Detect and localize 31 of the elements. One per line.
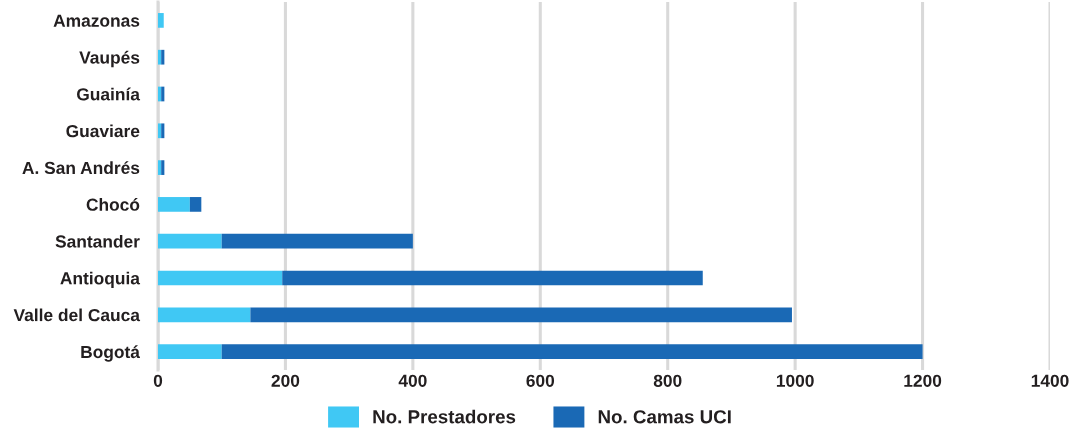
y-tick-label: Guaviare [66, 124, 140, 138]
bar [158, 344, 222, 359]
bar [158, 13, 164, 28]
y-tick-label: Santander [55, 234, 140, 248]
bar [189, 197, 202, 212]
y-tick-label: Bogotá [81, 345, 140, 362]
y-tick-label: Amazonas [53, 14, 140, 27]
y-tick-label: Antioquia [60, 271, 141, 288]
legend-label: No. Prestadores [373, 409, 516, 424]
bar [158, 233, 222, 249]
x-tick-label: 200 [271, 374, 300, 387]
bar [158, 307, 251, 323]
y-tick-label: Guainía [76, 87, 141, 101]
x-tick-label: 1000 [776, 374, 814, 387]
x-tick-label: 400 [398, 374, 427, 387]
x-tick-label: 0 [153, 374, 163, 387]
x-tick-label: 800 [653, 374, 682, 387]
x-tick-label: 1200 [904, 374, 942, 387]
x-tick-label: 1400 [1031, 374, 1069, 387]
x-tick-label: 600 [526, 374, 555, 387]
legend-label: No. Camas UCI [598, 410, 731, 424]
y-tick-label: Vaupés [79, 50, 140, 68]
bar [282, 270, 703, 286]
y-tick-label: Valle del Cauca [13, 308, 141, 322]
bar [158, 270, 283, 286]
bar [250, 307, 792, 323]
y-tick-label: Chocó [86, 197, 140, 211]
y-tick-label: A. San Andrés [22, 161, 140, 175]
bar [221, 344, 923, 359]
bar [221, 233, 413, 249]
bar [158, 197, 190, 212]
